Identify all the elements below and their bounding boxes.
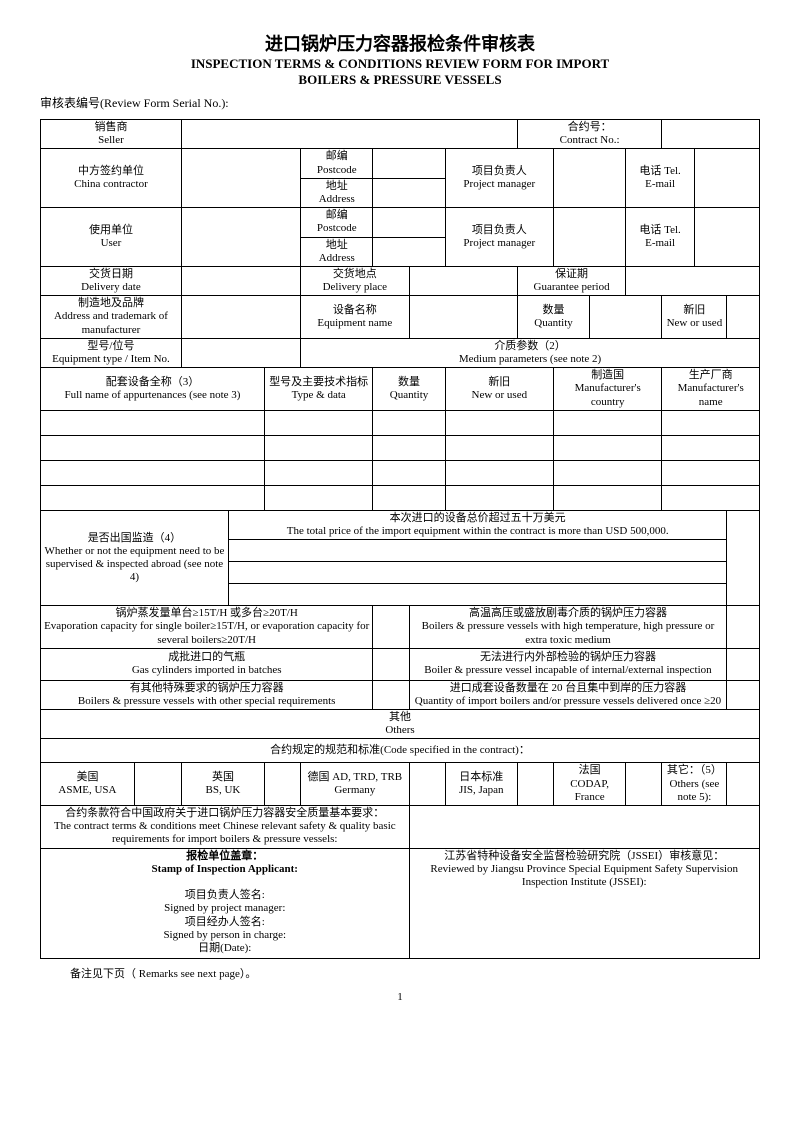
postcode-field-2[interactable] [373, 208, 445, 237]
incapable-label: 无法进行内外部检验的锅炉压力容器Boiler & pressure vessel… [409, 648, 727, 680]
app-qty-label: 数量Quantity [373, 368, 445, 411]
eqtype-field[interactable] [181, 338, 300, 367]
qty-field[interactable] [590, 296, 662, 339]
terms-label: 合约条款符合中国政府关于进口锅炉压力容器安全质量基本要求：The contrac… [41, 806, 410, 849]
supervise-label: 是否出国监造（4）Whether or not the equipment ne… [41, 510, 229, 605]
tel-field-2[interactable] [694, 208, 759, 267]
std-other-field[interactable] [727, 763, 760, 806]
price-label: 本次进口的设备总价超过五十万美元The total price of the i… [228, 510, 727, 539]
footer-remark: 备注见下页（ Remarks see next page）。 [40, 965, 760, 981]
table-row[interactable] [41, 485, 760, 510]
table-row[interactable] [41, 435, 760, 460]
pm-label-2: 项目负责人Project manager [445, 208, 553, 267]
postcode-label-2: 邮编Postcode [301, 208, 373, 237]
std-fr-field[interactable] [626, 763, 662, 806]
delivery-place-field[interactable] [409, 266, 517, 295]
std-fr: 法国CODAP, France [554, 763, 626, 806]
evap-label: 锅炉蒸发量单台≥15T/H 或多台≥20T/HEvaporation capac… [41, 606, 373, 649]
others-label: 其他Others [41, 710, 760, 739]
contract-label: 合约号：Contract No.: [517, 120, 662, 149]
pm-field-1[interactable] [554, 149, 626, 208]
review-block: 江苏省特种设备安全监督检验研究院（JSSEI）审核意见： Reviewed by… [409, 848, 760, 958]
tel-field-1[interactable] [694, 149, 759, 208]
qty20-field[interactable] [727, 680, 760, 709]
std-uk-field[interactable] [265, 763, 301, 806]
special-label: 有其他特殊要求的锅炉压力容器Boilers & pressure vessels… [41, 680, 373, 709]
postcode-label-1: 邮编Postcode [301, 149, 373, 178]
addr-label-1: 地址Address [301, 178, 373, 207]
title-en-1: INSPECTION TERMS & CONDITIONS REVIEW FOR… [40, 56, 760, 72]
incapable-field[interactable] [727, 648, 760, 680]
gas-label: 成批进口的气瓶Gas cylinders imported in batches [41, 648, 373, 680]
postcode-field-1[interactable] [373, 149, 445, 178]
title-en-2: BOILERS & PRESSURE VESSELS [40, 72, 760, 88]
contract-field[interactable] [662, 120, 760, 149]
code-label: 合约规定的规范和标准(Code specified in the contrac… [41, 739, 760, 763]
serial-label: 审核表编号(Review Form Serial No.): [40, 94, 760, 111]
medium-params-label: 介质参数（2）Medium parameters (see note 2) [301, 338, 760, 367]
addr-field-1[interactable] [373, 178, 445, 207]
std-jp: 日本标准JIS, Japan [445, 763, 517, 806]
special-field[interactable] [373, 680, 409, 709]
delivery-place-label: 交货地点Delivery place [301, 266, 409, 295]
newused-label: 新旧New or used [662, 296, 727, 339]
title-cn: 进口锅炉压力容器报检条件审核表 [40, 30, 760, 56]
table-row[interactable] [41, 410, 760, 435]
tel-label-2: 电话 Tel.E-mail [626, 208, 695, 267]
title-block: 进口锅炉压力容器报检条件审核表 INSPECTION TERMS & CONDI… [40, 30, 760, 88]
std-de: 德国 AD, TRD, TRBGermany [301, 763, 409, 806]
guarantee-field[interactable] [626, 266, 760, 295]
seller-field[interactable] [181, 120, 517, 149]
tel-label-1: 电话 Tel.E-mail [626, 149, 695, 208]
supervise-blank-2[interactable] [228, 562, 727, 584]
qty-label: 数量Quantity [517, 296, 589, 339]
std-us-field[interactable] [134, 763, 181, 806]
mfr-field[interactable] [181, 296, 300, 339]
app-nu-label: 新旧New or used [445, 368, 553, 411]
terms-field[interactable] [409, 806, 760, 849]
supervise-blank-1[interactable] [228, 540, 727, 562]
supervise-field[interactable] [727, 510, 760, 605]
std-us: 美国ASME, USA [41, 763, 135, 806]
china-contractor-field[interactable] [181, 149, 300, 208]
seller-label: 销售商Seller [41, 120, 182, 149]
eqname-label: 设备名称Equipment name [301, 296, 409, 339]
user-label: 使用单位User [41, 208, 182, 267]
eqname-field[interactable] [409, 296, 517, 339]
std-jp-field[interactable] [517, 763, 553, 806]
supervise-blank-3[interactable] [228, 584, 727, 606]
qty20-label: 进口成套设备数量在 20 台且集中到岸的压力容器Quantity of impo… [409, 680, 727, 709]
eqtype-label: 型号/位号Equipment type / Item No. [41, 338, 182, 367]
std-de-field[interactable] [409, 763, 445, 806]
china-contractor-label: 中方签约单位China contractor [41, 149, 182, 208]
mfr-label: 制造地及品牌Address and trademark of manufactu… [41, 296, 182, 339]
appurt-label: 配套设备全称（3）Full name of appurtenances (see… [41, 368, 265, 411]
stamp-block: 报检单位盖章： Stamp of Inspection Applicant: 项… [41, 848, 410, 958]
delivery-date-field[interactable] [181, 266, 300, 295]
pm-field-2[interactable] [554, 208, 626, 267]
pm-label-1: 项目负责人Project manager [445, 149, 553, 208]
std-other: 其它：（5）Others (see note 5): [662, 763, 727, 806]
delivery-date-label: 交货日期Delivery date [41, 266, 182, 295]
evap-field[interactable] [373, 606, 409, 649]
std-uk: 英国BS, UK [181, 763, 264, 806]
hightemp-field[interactable] [727, 606, 760, 649]
hightemp-label: 高温高压或盛放剧毒介质的锅炉压力容器Boilers & pressure ves… [409, 606, 727, 649]
addr-field-2[interactable] [373, 237, 445, 266]
table-row[interactable] [41, 460, 760, 485]
app-mc-label: 制造国Manufacturer's country [554, 368, 662, 411]
guarantee-label: 保证期Guarantee period [517, 266, 625, 295]
gas-field[interactable] [373, 648, 409, 680]
typedata-label: 型号及主要技术指标Type & data [265, 368, 373, 411]
page-number: 1 [40, 991, 760, 1003]
newused-field[interactable] [727, 296, 760, 339]
addr-label-2: 地址Address [301, 237, 373, 266]
app-mn-label: 生产厂商Manufacturer's name [662, 368, 760, 411]
user-field[interactable] [181, 208, 300, 267]
review-form-table: 销售商Seller 合约号：Contract No.: 中方签约单位China … [40, 119, 760, 959]
